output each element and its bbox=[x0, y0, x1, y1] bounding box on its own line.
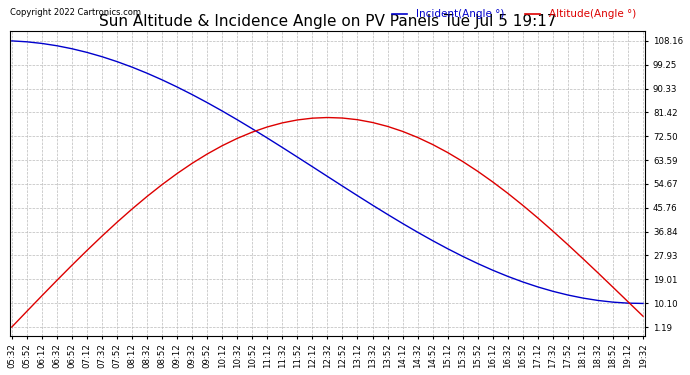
Title: Sun Altitude & Incidence Angle on PV Panels Tue Jul 5 19:17: Sun Altitude & Incidence Angle on PV Pan… bbox=[99, 15, 556, 30]
Text: Copyright 2022 Cartronics.com: Copyright 2022 Cartronics.com bbox=[10, 8, 141, 17]
Legend: Incident(Angle °), Altitude(Angle °): Incident(Angle °), Altitude(Angle °) bbox=[387, 5, 640, 24]
